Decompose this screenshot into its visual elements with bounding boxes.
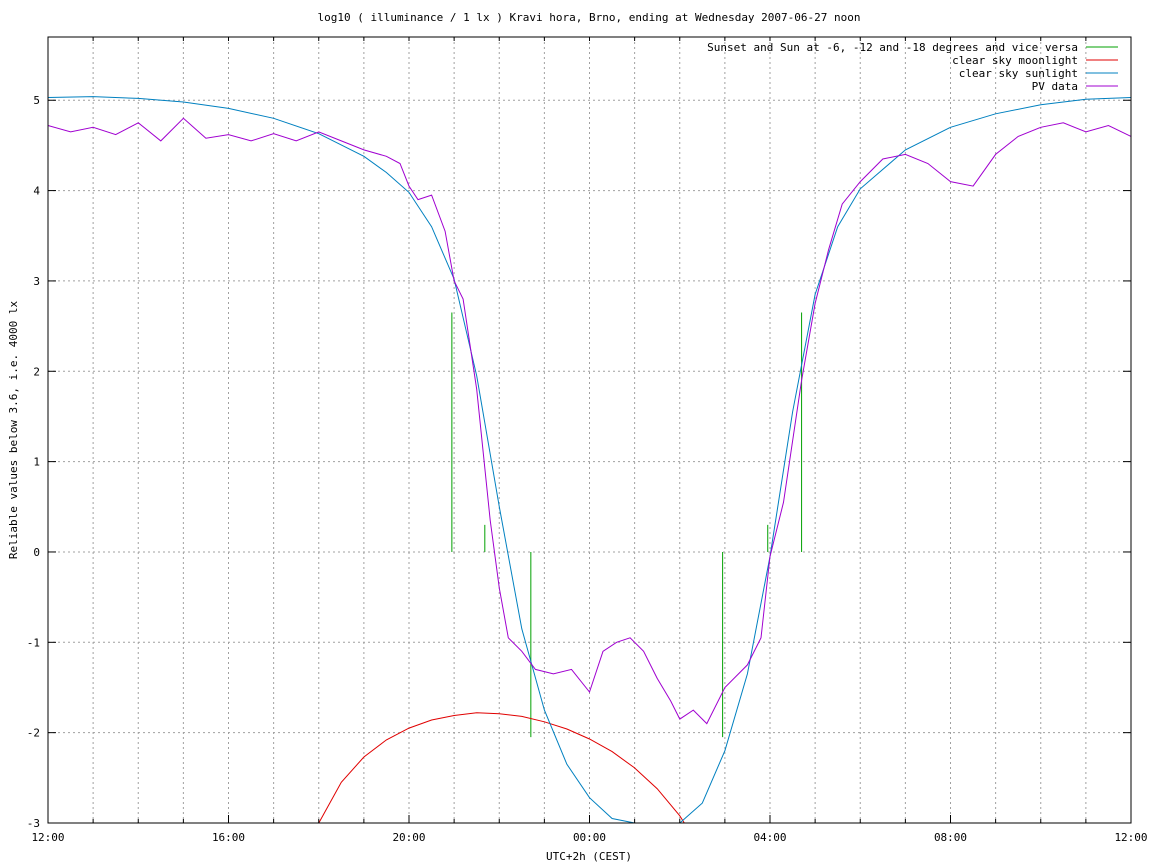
y-tick-label: -2: [27, 727, 40, 740]
y-tick-label: -1: [27, 636, 40, 649]
x-tick-label: 12:00: [1114, 831, 1147, 844]
x-tick-label: 12:00: [31, 831, 64, 844]
legend-label: Sunset and Sun at -6, -12 and -18 degree…: [707, 41, 1078, 54]
legend: Sunset and Sun at -6, -12 and -18 degree…: [707, 41, 1118, 93]
axes: 12:00 16:00 20:00 00:00 04:00 08:00 12:00-3-2-…: [27, 37, 1148, 844]
chart-title: log10 ( illuminance / 1 lx ) Kravi hora,…: [317, 11, 860, 24]
y-tick-label: 1: [33, 456, 40, 469]
series-layer: [47, 96, 1132, 824]
legend-label: clear sky sunlight: [959, 67, 1078, 80]
y-tick-label: 2: [33, 365, 40, 378]
y-tick-label: 5: [33, 94, 40, 107]
y-axis-label: Reliable values below 3.6, i.e. 4000 lx: [7, 300, 20, 559]
y-tick-label: 0: [33, 546, 40, 559]
pv-data-line: [47, 117, 1132, 725]
x-tick-label: 04:00: [753, 831, 786, 844]
x-tick-label: 20:00: [392, 831, 425, 844]
y-tick-label: 4: [33, 185, 40, 198]
moonlight-line: [318, 712, 685, 824]
x-axis-label: UTC+2h (CEST): [546, 850, 632, 863]
x-tick-label: 00:00: [573, 831, 606, 844]
sunlight-line: [47, 96, 1132, 824]
y-tick-label: 3: [33, 275, 40, 288]
legend-label: clear sky moonlight: [952, 54, 1078, 67]
legend-label: PV data: [1032, 80, 1078, 93]
grid: [48, 37, 1131, 823]
x-tick-label: 16:00: [212, 831, 245, 844]
x-tick-label: 08:00: [934, 831, 967, 844]
y-tick-label: -3: [27, 817, 40, 830]
